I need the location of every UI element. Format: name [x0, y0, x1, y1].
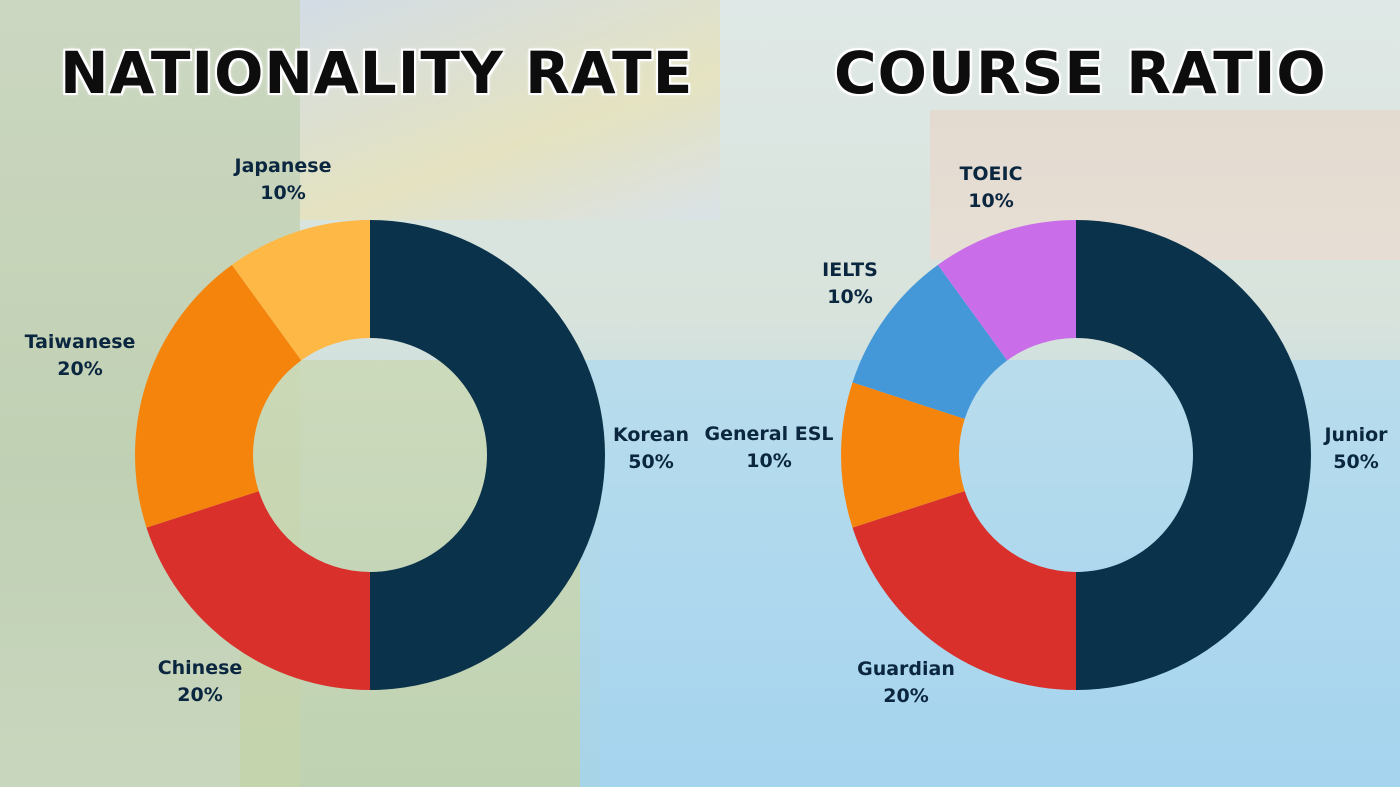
- slice-taiwanese: [135, 264, 302, 528]
- slice-value-junior: 50%: [1333, 451, 1378, 473]
- slice-label-taiwanese: Taiwanese: [25, 331, 136, 353]
- slice-value-japanese: 10%: [260, 182, 305, 204]
- course-ratio-title: COURSE RATIO: [834, 39, 1327, 107]
- slice-value-toeic: 10%: [968, 190, 1013, 212]
- slice-toeic: [937, 220, 1076, 361]
- slice-value-chinese: 20%: [177, 684, 222, 706]
- slice-junior: [1076, 220, 1311, 690]
- slice-value-taiwanese: 20%: [57, 358, 102, 380]
- slice-japanese: [231, 220, 370, 361]
- slice-label-toeic: TOEIC: [959, 163, 1022, 185]
- slice-label-general-esl: General ESL: [705, 423, 834, 445]
- nationality-rate-title: NATIONALITY RATE: [60, 39, 694, 107]
- slice-value-guardian: 20%: [883, 685, 928, 707]
- nationality-donut-chart: Korean 50% Chinese 20% Taiwanese 20% Japanese 1…: [25, 155, 689, 706]
- slice-value-general-esl: 10%: [746, 450, 791, 472]
- slice-label-junior: Junior: [1322, 424, 1388, 446]
- background-waterslide: [300, 0, 720, 220]
- slice-korean: [370, 220, 605, 690]
- slice-label-guardian: Guardian: [857, 658, 955, 680]
- slice-value-ielts: 10%: [827, 286, 872, 308]
- slice-chinese: [146, 491, 370, 690]
- course-donut-chart: Junior 50% Guardian 20% General ESL 10% IELTS 1…: [705, 163, 1389, 707]
- slice-label-japanese: Japanese: [233, 155, 332, 177]
- slice-label-ielts: IELTS: [822, 259, 878, 281]
- slice-general-esl: [840, 382, 965, 528]
- slice-ielts: [852, 264, 1008, 419]
- slice-guardian: [852, 491, 1076, 690]
- slice-label-korean: Korean: [613, 424, 689, 446]
- slice-label-chinese: Chinese: [158, 657, 243, 679]
- slice-value-korean: 50%: [628, 451, 673, 473]
